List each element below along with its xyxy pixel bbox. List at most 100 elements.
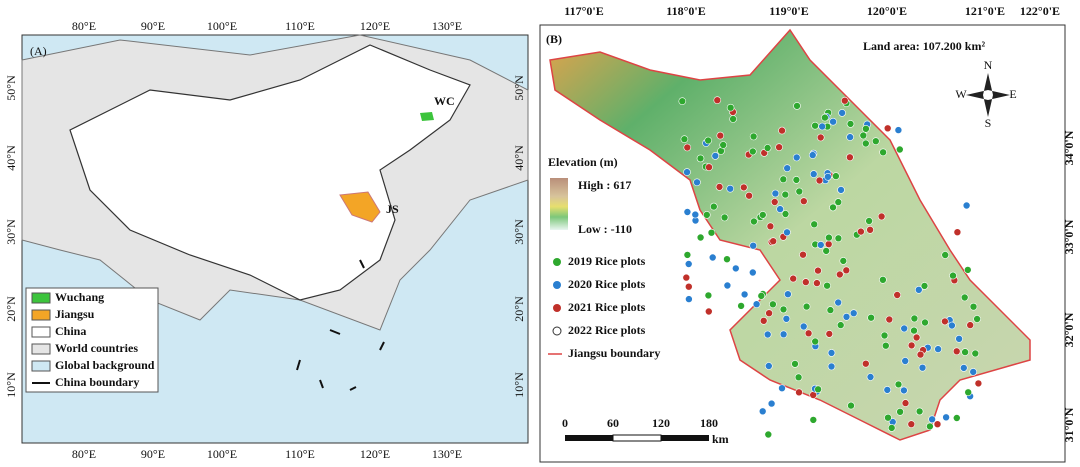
china bbox=[69, 44, 471, 301]
rice-plot bbox=[834, 234, 843, 243]
label: 120 bbox=[652, 416, 670, 430]
rice-plot bbox=[826, 306, 835, 314]
rice-plot bbox=[910, 326, 918, 335]
label: 100°E bbox=[207, 447, 237, 461]
rice-plot bbox=[900, 386, 908, 395]
legend-dot bbox=[553, 258, 561, 266]
rice-plot bbox=[783, 164, 792, 172]
rice-plot bbox=[801, 278, 810, 286]
label: 100°E bbox=[207, 19, 237, 33]
label: 0 bbox=[562, 416, 568, 430]
rice-plot bbox=[816, 241, 825, 249]
rice-plot bbox=[901, 357, 910, 365]
label: Elevation (m) bbox=[548, 155, 618, 169]
rice-plot bbox=[842, 312, 851, 321]
rice-plot bbox=[912, 333, 921, 342]
rice-plot bbox=[814, 385, 822, 394]
rice-plot bbox=[769, 300, 777, 309]
rice-plot bbox=[910, 314, 919, 323]
china-boundary-dashes bbox=[296, 259, 385, 391]
rice-plot bbox=[683, 143, 692, 152]
label: Wuchang bbox=[55, 290, 104, 304]
label: JS bbox=[386, 202, 399, 216]
rice-plot bbox=[825, 330, 834, 338]
legend-swatch bbox=[31, 360, 51, 372]
rice-plot bbox=[942, 413, 950, 422]
rice-plot bbox=[918, 363, 927, 372]
rice-plot bbox=[678, 97, 687, 105]
rice-plot bbox=[836, 321, 845, 329]
rice-plot bbox=[683, 168, 691, 176]
rice-plot bbox=[748, 268, 757, 277]
label: China boundary bbox=[55, 375, 139, 389]
rice-plot bbox=[862, 125, 870, 133]
label: 80°E bbox=[72, 19, 96, 33]
compass bbox=[966, 73, 1010, 117]
rice-plot bbox=[685, 295, 693, 303]
rice-plot bbox=[834, 198, 843, 206]
rice-plot bbox=[962, 201, 971, 210]
label: 31°0'N bbox=[1062, 407, 1076, 442]
label: 32°0'N bbox=[1062, 312, 1076, 347]
rice-plot bbox=[861, 139, 870, 148]
rice-plot bbox=[749, 132, 758, 141]
rice-plot bbox=[767, 399, 776, 408]
rice-plot bbox=[813, 279, 821, 287]
rice-plot bbox=[839, 257, 848, 265]
rice-plot bbox=[887, 424, 896, 432]
rice-plot bbox=[824, 240, 833, 248]
rice-plot bbox=[723, 255, 731, 264]
rice-plot bbox=[883, 124, 892, 133]
label: 50°N bbox=[512, 75, 526, 101]
rice-plot bbox=[915, 407, 924, 416]
rice-plot bbox=[775, 143, 783, 151]
label: km bbox=[712, 432, 729, 446]
rice-plot bbox=[960, 293, 969, 302]
rice-plot bbox=[964, 388, 973, 397]
rice-plot bbox=[827, 362, 836, 371]
rice-plot bbox=[729, 115, 737, 123]
rice-plot bbox=[749, 241, 758, 250]
label: 2019 Rice plots bbox=[568, 254, 646, 268]
rice-plot bbox=[895, 145, 904, 154]
rice-plot bbox=[838, 109, 846, 117]
legend-dot bbox=[553, 281, 561, 289]
rice-plot bbox=[792, 153, 801, 162]
label: Jiangsu boundary bbox=[568, 346, 660, 360]
rice-plot bbox=[949, 271, 957, 280]
rice-plots bbox=[678, 96, 983, 439]
rice-plot bbox=[799, 322, 808, 331]
rice-plot bbox=[840, 96, 849, 105]
label: 2020 Rice plots bbox=[568, 277, 646, 291]
label: 50°N bbox=[4, 75, 18, 101]
rice-plot bbox=[769, 237, 778, 245]
rice-plot bbox=[933, 420, 942, 429]
rice-plot bbox=[696, 233, 705, 242]
rice-plot bbox=[709, 202, 718, 211]
label: 90°E bbox=[141, 447, 165, 461]
rice-plot bbox=[907, 341, 916, 350]
legend-dot bbox=[552, 326, 562, 336]
rice-plot bbox=[770, 198, 779, 206]
rice-plot bbox=[920, 282, 929, 290]
rice-plot bbox=[776, 205, 784, 213]
label: 118°0'E bbox=[666, 4, 705, 18]
rice-plot bbox=[779, 175, 788, 184]
elevation-ramp bbox=[550, 178, 568, 230]
rice-plot bbox=[842, 266, 851, 275]
rice-plot bbox=[810, 220, 819, 229]
label: 117°0'E bbox=[564, 4, 603, 18]
rice-plot bbox=[799, 250, 807, 259]
rice-plot bbox=[708, 253, 717, 262]
label: 120°E bbox=[360, 447, 390, 461]
label: 30°N bbox=[512, 219, 526, 245]
legend-swatch bbox=[31, 343, 51, 355]
rice-plot bbox=[748, 147, 757, 156]
rice-plot bbox=[789, 274, 798, 283]
rice-plot bbox=[715, 183, 724, 191]
rice-plot bbox=[794, 373, 803, 382]
rice-plot bbox=[711, 152, 720, 160]
rice-plot bbox=[809, 391, 818, 399]
rice-plot bbox=[684, 260, 693, 268]
label: 33°0'N bbox=[1062, 219, 1076, 254]
